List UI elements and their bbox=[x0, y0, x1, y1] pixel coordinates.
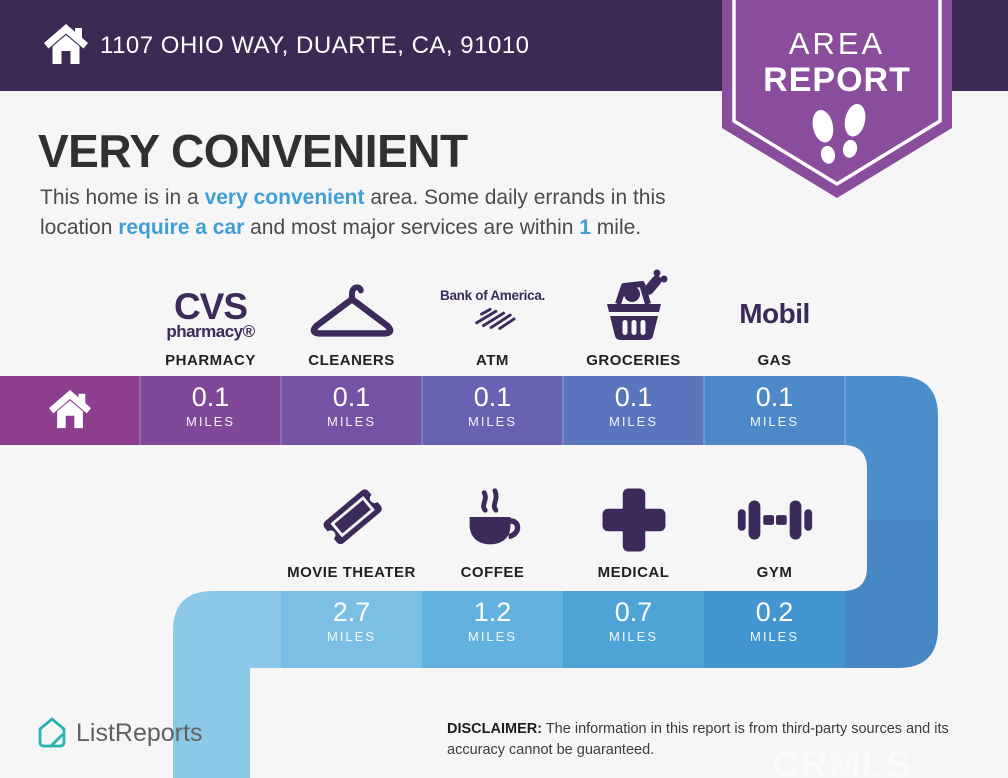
distance-cell-medical: 0.7 MILES bbox=[563, 597, 704, 645]
service-column-medical: MEDICAL bbox=[563, 478, 704, 581]
bank-of-america-logo: Bank of America. bbox=[422, 266, 563, 344]
service-label: GYM bbox=[756, 564, 793, 581]
listreports-house-icon bbox=[38, 717, 66, 748]
summary-run: location bbox=[40, 216, 119, 240]
service-column-cleaners: CLEANERS bbox=[281, 266, 422, 369]
badge-title-line2: REPORT bbox=[763, 61, 911, 99]
cvs-logo-text: CVS bbox=[173, 285, 248, 327]
service-label: GAS bbox=[757, 352, 792, 369]
distance-value: 0.1 bbox=[191, 382, 230, 412]
crmls-watermark: CRMLS bbox=[772, 744, 913, 778]
distance-value: 0.1 bbox=[473, 382, 512, 412]
listreports-logo-text: ListReports bbox=[76, 718, 203, 747]
service-label: COFFEE bbox=[460, 564, 525, 581]
ticket-icon bbox=[322, 489, 382, 545]
distance-value: 1.2 bbox=[473, 597, 512, 627]
service-column-groceries: GROCERIES bbox=[563, 266, 704, 369]
distance-unit: MILES bbox=[749, 629, 799, 645]
summary-run: mile. bbox=[590, 216, 642, 240]
distance-unit: MILES bbox=[608, 629, 658, 645]
distance-cell-gas: 0.1 MILES bbox=[704, 382, 845, 430]
distance-unit: MILES bbox=[185, 414, 235, 430]
distance-unit: MILES bbox=[326, 629, 376, 645]
distance-cell-groceries: 0.1 MILES bbox=[563, 382, 704, 430]
disclaimer-text: The information in this report is from t… bbox=[447, 721, 949, 758]
summary-run: area. Some daily errands in this bbox=[364, 186, 666, 209]
distance-unit: MILES bbox=[749, 414, 799, 430]
cvs-pharmacy-logo: CVS pharmacy® bbox=[140, 266, 281, 344]
distance-cell-movie-theater: 2.7 MILES bbox=[281, 597, 422, 645]
distance-value: 0.1 bbox=[755, 382, 794, 412]
service-label: GROCERIES bbox=[586, 352, 681, 369]
distance-cell-atm: 0.1 MILES bbox=[422, 382, 563, 430]
area-report-badge: AREA REPORT bbox=[722, 0, 952, 202]
summary-paragraph: This home is in a very convenient area. … bbox=[40, 183, 740, 243]
service-column-gym: GYM bbox=[704, 478, 845, 581]
home-icon bbox=[44, 24, 88, 64]
bank-of-america-logo-text: Bank of America. bbox=[440, 288, 545, 303]
service-column-gas: Mobil GAS bbox=[704, 266, 845, 369]
service-label: MEDICAL bbox=[597, 564, 670, 581]
disclaimer: DISCLAIMER: The information in this repo… bbox=[447, 719, 967, 760]
medical-cross-icon bbox=[602, 488, 665, 552]
bank-of-america-flag-icon bbox=[474, 307, 516, 330]
coffee-cup-icon bbox=[469, 488, 520, 545]
service-column-coffee: COFFEE bbox=[422, 478, 563, 581]
service-column-atm: Bank of America. ATM bbox=[422, 266, 563, 369]
distance-value: 0.7 bbox=[614, 597, 653, 627]
disclaimer-label: DISCLAIMER: bbox=[447, 721, 543, 737]
distance-value: 2.7 bbox=[332, 597, 371, 627]
service-column-pharmacy: CVS pharmacy® PHARMACY bbox=[140, 266, 281, 369]
distance-unit: MILES bbox=[467, 629, 517, 645]
hanger-icon bbox=[310, 284, 393, 337]
footprints-icon bbox=[812, 103, 866, 164]
listreports-logo: ListReports bbox=[36, 716, 202, 750]
distance-unit: MILES bbox=[608, 414, 658, 430]
distance-value: 0.1 bbox=[332, 382, 371, 412]
grocery-basket-icon bbox=[606, 269, 667, 340]
summary-run: and most major services are within bbox=[244, 216, 580, 240]
badge-shape bbox=[722, 0, 952, 198]
cvs-logo-subtext: pharmacy® bbox=[166, 322, 255, 341]
distance-cell-cleaners: 0.1 MILES bbox=[281, 382, 422, 430]
distance-unit: MILES bbox=[467, 414, 517, 430]
property-address: 1107 OHIO WAY, DUARTE, CA, 91010 bbox=[100, 32, 530, 59]
summary-highlight: very convenient bbox=[204, 186, 365, 209]
service-label: CLEANERS bbox=[308, 352, 395, 369]
service-label: ATM bbox=[476, 352, 509, 369]
service-column-movie-theater: MOVIE THEATER bbox=[281, 478, 422, 581]
service-label: PHARMACY bbox=[165, 352, 256, 369]
dumbbell-icon bbox=[737, 500, 812, 540]
page-title: VERY CONVENIENT bbox=[38, 125, 468, 177]
mobil-logo: Mobil bbox=[704, 266, 845, 344]
summary-highlight: 1 bbox=[579, 216, 591, 240]
summary-highlight: require a car bbox=[118, 216, 245, 240]
summary-run: This home is in a bbox=[40, 186, 205, 209]
service-label: MOVIE THEATER bbox=[287, 564, 416, 581]
distance-value: 0.1 bbox=[614, 382, 653, 412]
distance-cell-gym: 0.2 MILES bbox=[704, 597, 845, 645]
badge-title-line1: AREA bbox=[788, 26, 886, 61]
mobil-logo-text: Mobil bbox=[739, 298, 810, 329]
distance-unit: MILES bbox=[326, 414, 376, 430]
distance-value: 0.2 bbox=[755, 597, 794, 627]
distance-cell-pharmacy: 0.1 MILES bbox=[140, 382, 281, 430]
home-icon bbox=[49, 389, 91, 429]
distance-cell-coffee: 1.2 MILES bbox=[422, 597, 563, 645]
